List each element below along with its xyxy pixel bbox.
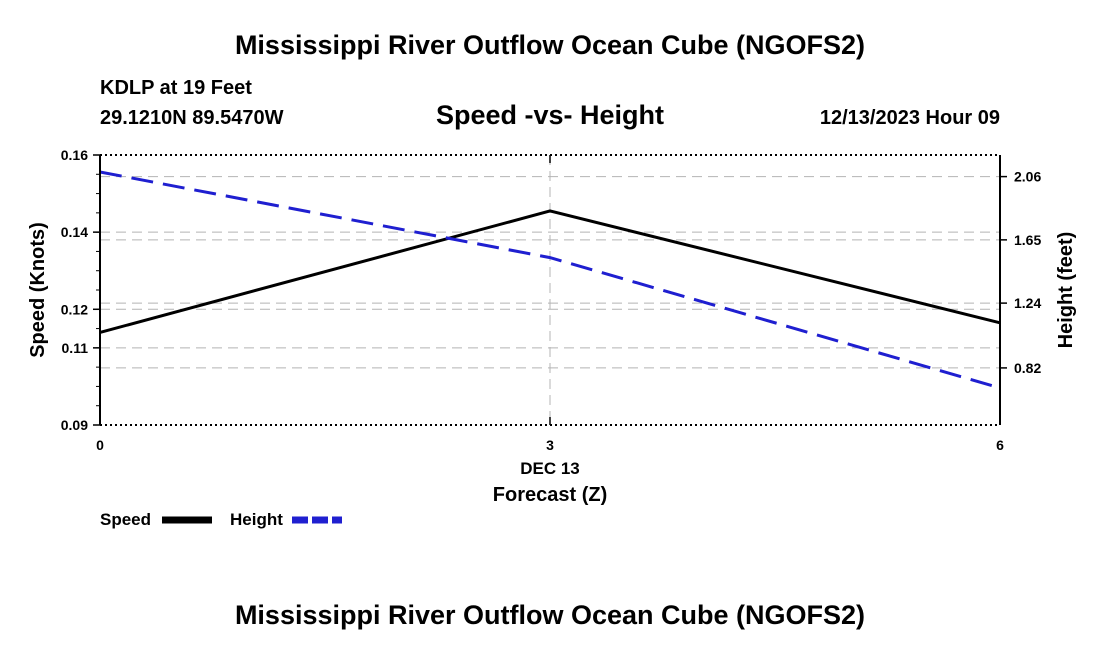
legend-label-height: Height [230, 510, 283, 529]
x-tick-label: 6 [996, 437, 1004, 453]
x-date-label: DEC 13 [520, 459, 580, 478]
station-label: KDLP at 19 Feet [100, 77, 252, 99]
series-line-speed [99, 209, 1001, 334]
station-coordinates: 29.1210N 89.5470W [100, 107, 284, 129]
x-tick-label: 0 [96, 437, 104, 453]
left-tick-label: 0.09 [61, 417, 88, 433]
left-axis-title: Speed (Knots) [27, 222, 49, 358]
grid-lines [100, 155, 1000, 425]
left-tick-label: 0.12 [61, 301, 88, 317]
footer-title: Mississippi River Outflow Ocean Cube (NG… [234, 600, 866, 630]
axis-ticks: 0.09 0.11 0.12 0.14 0.16 0.82 1.24 1.65 2.06 0 3 6 [61, 147, 1042, 453]
left-tick-label: 0.14 [61, 224, 88, 240]
left-tick-label: 0.11 [62, 340, 89, 356]
series-line-height [99, 170, 1001, 390]
chart-main-title: Mississippi River Outflow Ocean Cube (NG… [234, 30, 866, 60]
right-tick-label: 1.65 [1014, 232, 1041, 248]
axis-labels: DEC 13 Forecast (Z) Speed (Knots) Height (f… [27, 222, 1077, 506]
chart-legend: Speed Height [100, 510, 342, 529]
data-series [99, 170, 1001, 390]
right-axis-title: Height (feet) [1055, 232, 1077, 349]
right-tick-label: 1.24 [1014, 295, 1041, 311]
legend-label-speed: Speed [100, 510, 151, 529]
forecast-datetime: 12/13/2023 Hour 09 [819, 107, 1000, 129]
right-tick-label: 2.06 [1014, 169, 1041, 185]
chart-subtitle: Speed -vs- Height [435, 100, 665, 130]
left-tick-label: 0.16 [61, 147, 88, 163]
x-axis-title: Forecast (Z) [493, 484, 607, 506]
x-tick-label: 3 [546, 437, 554, 453]
right-tick-label: 0.82 [1014, 360, 1041, 376]
